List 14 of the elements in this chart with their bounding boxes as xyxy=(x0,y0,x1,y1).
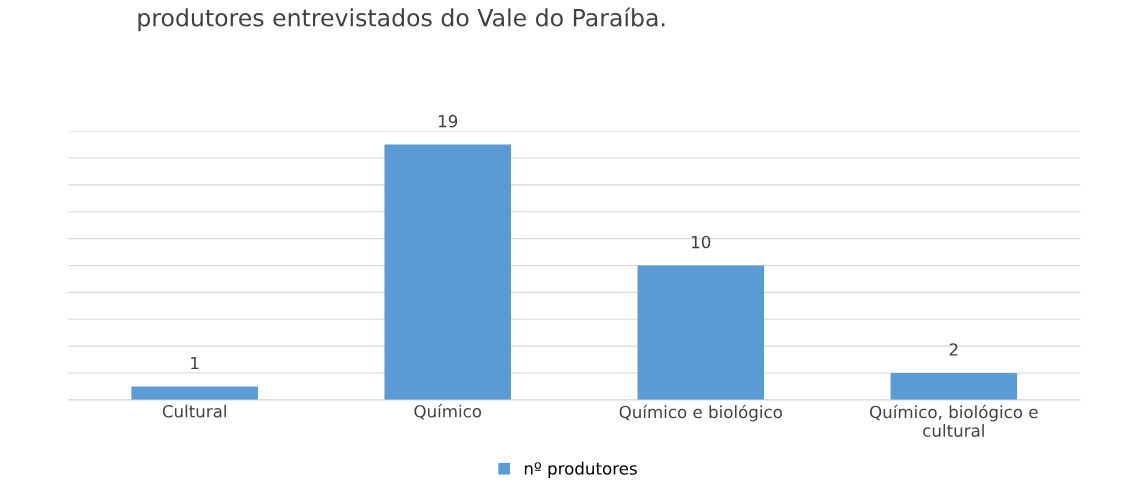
chart-title: produtores entrevistados do Vale do Paraíba. xyxy=(138,7,665,32)
bar xyxy=(384,144,511,400)
bar xyxy=(890,372,1018,400)
x-tick-label: Cultural xyxy=(162,404,226,418)
x-tick-label: Químico xyxy=(414,404,482,420)
x-tick-label: Químico, biológico e cultural xyxy=(870,404,1038,437)
bar xyxy=(637,265,765,400)
data-label: 10 xyxy=(692,235,711,249)
x-tick-label: Químico e biológico xyxy=(619,404,782,422)
bar xyxy=(131,386,258,400)
data-label: 1 xyxy=(191,356,199,370)
legend-label: nº produtores xyxy=(524,461,637,478)
data-label: 19 xyxy=(438,114,458,128)
data-label: 2 xyxy=(949,343,958,356)
